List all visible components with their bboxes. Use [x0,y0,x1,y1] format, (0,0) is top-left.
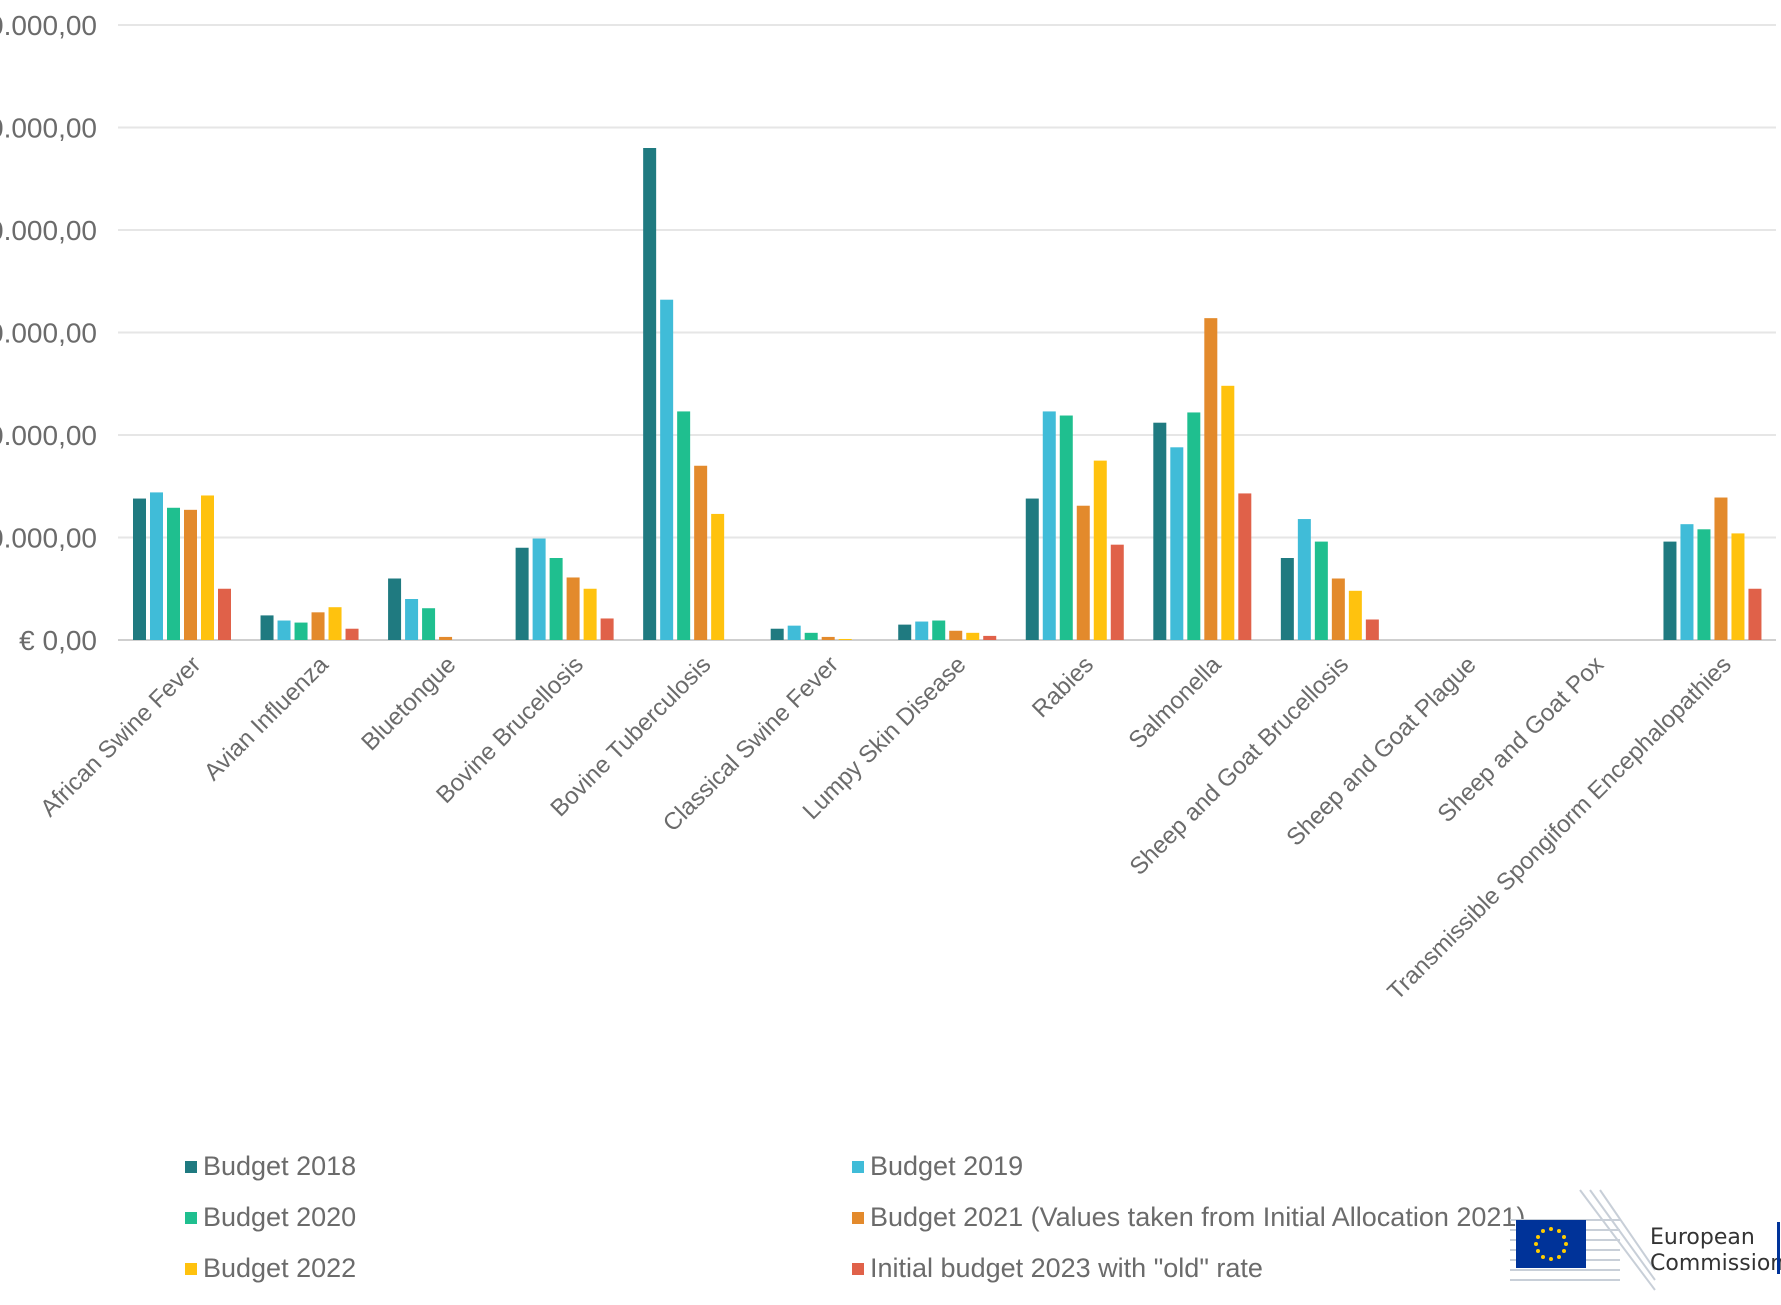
y-tick-label: 0.000,00 [0,215,97,246]
bar [932,620,946,640]
bar [821,636,835,640]
bar [1731,533,1745,640]
bar [167,507,180,640]
bar [1025,498,1039,640]
bar [1110,544,1124,640]
legend-item: Initial budget 2023 with "old" rate [852,1253,1263,1284]
legend-item: Budget 2018 [185,1151,356,1182]
y-tick-label: 0.000,00 [0,523,97,554]
bar [1314,541,1328,640]
x-tick-label: Salmonella [1124,651,1228,755]
bar [1187,412,1201,640]
legend-swatch [185,1262,197,1275]
bar [1204,318,1218,640]
x-tick-label: Sheep and Goat Brucellosis [1125,651,1354,880]
bar [787,625,801,640]
bar [804,632,818,640]
bar [150,492,163,640]
bar [311,612,325,640]
bar [694,465,708,640]
legend-swatch [852,1160,864,1173]
bar [1748,588,1762,640]
bar [1059,415,1073,640]
legend-label: Budget 2022 [203,1253,357,1283]
bar [328,607,342,640]
bar [949,630,963,640]
y-tick-label: 0.000,00 [0,318,97,349]
bar [898,624,912,640]
european-commission-logo [1480,1180,1780,1300]
y-tick-label: € 0,00 [19,625,97,656]
bar [1042,411,1056,640]
bar [1238,493,1252,640]
bar [1221,385,1235,640]
bar [133,498,146,640]
legend-item: Budget 2021 (Values taken from Initial A… [852,1202,1525,1233]
bar [566,577,580,640]
bar [583,588,597,640]
logo-accent-bar [1777,1222,1780,1274]
bar [1348,590,1362,640]
legend-swatch [852,1262,864,1275]
bar [915,621,929,640]
bar [770,628,784,640]
bar [1365,619,1379,640]
x-tick-label: Rabies [1027,651,1099,723]
legend-label: Budget 2021 (Values taken from Initial A… [870,1202,1526,1232]
bar [983,635,997,640]
bar [838,638,852,640]
x-tick-label: Bluetongue [356,651,461,756]
legend-item: Budget 2020 [185,1202,356,1233]
bar [1714,497,1728,640]
bar [201,495,214,640]
logo-line-1: European [1650,1225,1755,1250]
logo-line-2: Commission [1650,1251,1781,1276]
bar [1663,541,1677,640]
y-tick-label: 0.000,00 [0,10,97,41]
bar [405,599,419,640]
bar [184,509,197,640]
bar [1093,460,1107,640]
legend-swatch [185,1211,197,1224]
legend-item: Budget 2022 [185,1253,356,1284]
bar [600,618,614,640]
legend-swatch [185,1160,197,1173]
legend-swatch [852,1211,864,1224]
european-commission-label: European Commission [1650,1225,1781,1277]
bar [1280,558,1294,640]
bar [439,636,453,640]
bar [1680,524,1694,640]
bar [966,632,980,640]
bar [711,513,725,640]
bar [1153,422,1167,640]
bar [294,622,308,640]
x-tick-label: Avian Influenza [199,651,334,786]
legend-label: Budget 2018 [203,1151,357,1181]
bar [660,299,674,640]
legend-label: Budget 2020 [203,1202,357,1232]
bar [643,148,657,640]
legend-label: Initial budget 2023 with "old" rate [870,1253,1263,1283]
bar [345,628,359,640]
legend-label: Budget 2019 [870,1151,1024,1181]
bar [1697,529,1711,640]
bar [422,608,436,640]
bar [515,547,529,640]
bar [277,620,291,640]
x-tick-label: African Swine Fever [35,651,206,822]
legend-item: Budget 2019 [852,1151,1023,1182]
bar [677,411,691,640]
y-tick-label: 0.000,00 [0,113,97,144]
bar [1170,447,1184,640]
bar [1297,519,1311,640]
bar [260,615,274,640]
bar [549,558,563,640]
y-tick-label: 0.000,00 [0,420,97,451]
bar [1331,578,1345,640]
bar [532,538,546,640]
bar [1076,505,1090,640]
bar [388,578,402,640]
bar [218,588,231,640]
